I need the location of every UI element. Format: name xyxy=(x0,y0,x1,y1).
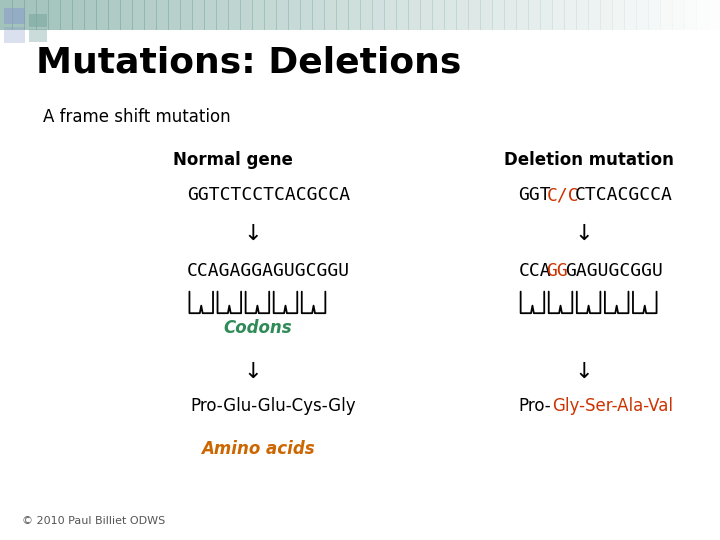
Text: ↓: ↓ xyxy=(575,224,593,244)
FancyBboxPatch shape xyxy=(4,8,25,24)
FancyBboxPatch shape xyxy=(324,0,338,30)
FancyBboxPatch shape xyxy=(132,0,145,30)
Text: Normal gene: Normal gene xyxy=(173,151,292,169)
Text: C/C: C/C xyxy=(546,186,579,204)
FancyBboxPatch shape xyxy=(564,0,577,30)
FancyBboxPatch shape xyxy=(0,0,14,30)
FancyBboxPatch shape xyxy=(36,0,50,30)
FancyBboxPatch shape xyxy=(432,0,446,30)
FancyBboxPatch shape xyxy=(612,0,626,30)
FancyBboxPatch shape xyxy=(29,29,47,42)
FancyBboxPatch shape xyxy=(180,0,194,30)
Text: ↓: ↓ xyxy=(575,362,593,382)
FancyBboxPatch shape xyxy=(312,0,325,30)
FancyBboxPatch shape xyxy=(60,0,73,30)
FancyBboxPatch shape xyxy=(336,0,349,30)
FancyBboxPatch shape xyxy=(636,0,649,30)
FancyBboxPatch shape xyxy=(264,0,277,30)
FancyBboxPatch shape xyxy=(144,0,158,30)
FancyBboxPatch shape xyxy=(516,0,529,30)
FancyBboxPatch shape xyxy=(480,0,493,30)
FancyBboxPatch shape xyxy=(540,0,554,30)
FancyBboxPatch shape xyxy=(456,0,469,30)
FancyBboxPatch shape xyxy=(12,0,25,30)
FancyBboxPatch shape xyxy=(192,0,205,30)
FancyBboxPatch shape xyxy=(84,0,97,30)
Text: GGT: GGT xyxy=(518,186,551,204)
FancyBboxPatch shape xyxy=(48,0,61,30)
Text: ↓: ↓ xyxy=(243,224,262,244)
Text: GG: GG xyxy=(546,262,568,280)
FancyBboxPatch shape xyxy=(24,0,37,30)
FancyBboxPatch shape xyxy=(240,0,253,30)
FancyBboxPatch shape xyxy=(492,0,505,30)
Text: Deletion mutation: Deletion mutation xyxy=(504,151,674,169)
FancyBboxPatch shape xyxy=(420,0,433,30)
FancyBboxPatch shape xyxy=(300,0,313,30)
Text: Pro-Glu-Glu-Cys-Gly: Pro-Glu-Glu-Cys-Gly xyxy=(191,397,356,415)
FancyBboxPatch shape xyxy=(156,0,169,30)
Text: Codons: Codons xyxy=(223,319,292,336)
FancyBboxPatch shape xyxy=(120,0,133,30)
FancyBboxPatch shape xyxy=(468,0,482,30)
FancyBboxPatch shape xyxy=(4,27,25,43)
Text: Mutations: Deletions: Mutations: Deletions xyxy=(36,46,462,80)
Text: CCA: CCA xyxy=(518,262,551,280)
Text: Gly-Ser-Ala-Val: Gly-Ser-Ala-Val xyxy=(552,397,673,415)
FancyBboxPatch shape xyxy=(600,0,613,30)
FancyBboxPatch shape xyxy=(552,0,565,30)
FancyBboxPatch shape xyxy=(72,0,86,30)
FancyBboxPatch shape xyxy=(108,0,122,30)
Text: GAGUGCGGU: GAGUGCGGU xyxy=(565,262,663,280)
Text: ↓: ↓ xyxy=(243,362,262,382)
Text: © 2010 Paul Billiet ODWS: © 2010 Paul Billiet ODWS xyxy=(22,516,165,526)
FancyBboxPatch shape xyxy=(228,0,241,30)
FancyBboxPatch shape xyxy=(216,0,230,30)
Text: CTCACGCCA: CTCACGCCA xyxy=(575,186,672,204)
FancyBboxPatch shape xyxy=(504,0,518,30)
FancyBboxPatch shape xyxy=(528,0,541,30)
Text: CCAGAGGAGUGCGGU: CCAGAGGAGUGCGGU xyxy=(187,262,351,280)
FancyBboxPatch shape xyxy=(288,0,302,30)
FancyBboxPatch shape xyxy=(252,0,266,30)
Text: Amino acids: Amino acids xyxy=(201,440,314,458)
FancyBboxPatch shape xyxy=(588,0,601,30)
FancyBboxPatch shape xyxy=(348,0,361,30)
FancyBboxPatch shape xyxy=(96,0,109,30)
FancyBboxPatch shape xyxy=(276,0,289,30)
FancyBboxPatch shape xyxy=(384,0,397,30)
Text: A frame shift mutation: A frame shift mutation xyxy=(43,108,231,126)
FancyBboxPatch shape xyxy=(360,0,374,30)
Text: Pro-: Pro- xyxy=(518,397,551,415)
FancyBboxPatch shape xyxy=(204,0,217,30)
Text: GGTCTCCTCACGCCA: GGTCTCCTCACGCCA xyxy=(187,186,351,204)
FancyBboxPatch shape xyxy=(29,14,47,27)
FancyBboxPatch shape xyxy=(660,0,673,30)
FancyBboxPatch shape xyxy=(576,0,590,30)
FancyBboxPatch shape xyxy=(624,0,637,30)
FancyBboxPatch shape xyxy=(168,0,181,30)
FancyBboxPatch shape xyxy=(408,0,421,30)
FancyBboxPatch shape xyxy=(396,0,410,30)
FancyBboxPatch shape xyxy=(372,0,385,30)
FancyBboxPatch shape xyxy=(648,0,662,30)
FancyBboxPatch shape xyxy=(444,0,457,30)
